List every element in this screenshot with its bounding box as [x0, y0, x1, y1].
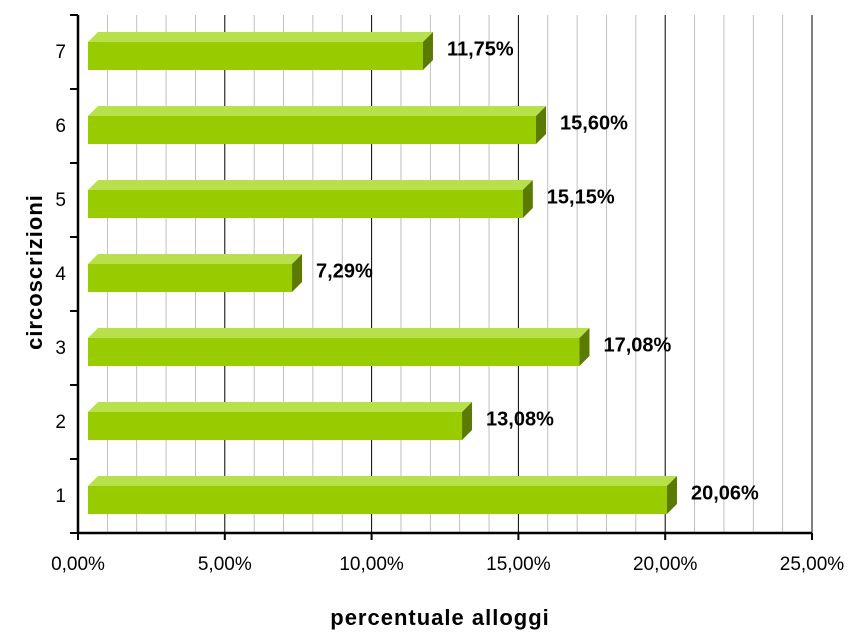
y-axis-title: circoscrizioni — [22, 194, 47, 350]
bar-top-face — [88, 180, 533, 190]
data-label: 20,06% — [691, 482, 759, 504]
bar-side-face — [422, 32, 433, 70]
x-axis-title: percentuale alloggi — [330, 605, 550, 630]
bar-front-face — [88, 116, 537, 144]
bar-top-face — [88, 106, 547, 116]
bar-3 — [88, 328, 590, 366]
y-tick-label: 4 — [55, 264, 66, 285]
data-label: 15,60% — [560, 112, 628, 134]
x-tick-label: 15,00% — [486, 554, 551, 575]
bar-5 — [88, 180, 533, 218]
bar-front-face — [88, 264, 293, 292]
y-tick-label: 7 — [55, 42, 66, 63]
bar-1 — [88, 476, 677, 514]
bar-top-face — [88, 476, 677, 486]
bar-side-face — [536, 106, 547, 144]
x-tick-label: 20,00% — [633, 554, 698, 575]
tick-labels: 1 2 3 4 5 6 7 0,00% 5,00% 10,00% 15,00% 20,00% 25,00… — [51, 42, 844, 575]
bar-side-face — [666, 476, 677, 514]
x-tick-label: 5,00% — [198, 554, 252, 575]
y-tick-label: 2 — [55, 412, 66, 433]
bar-side-face — [292, 254, 303, 292]
y-tick-label: 3 — [55, 338, 66, 359]
y-tick-label: 1 — [55, 486, 66, 507]
y-tick-label: 6 — [55, 116, 66, 137]
bar-4 — [88, 254, 303, 292]
bar-6 — [88, 106, 547, 144]
bar-2 — [88, 402, 473, 440]
data-label: 7,29% — [316, 260, 373, 282]
data-label: 17,08% — [603, 334, 671, 356]
bar-front-face — [88, 42, 423, 70]
bar-top-face — [88, 328, 590, 338]
bar-front-face — [88, 338, 580, 366]
x-tick-label: 0,00% — [51, 554, 105, 575]
bar-top-face — [88, 402, 473, 412]
data-labels: 20,06% 13,08% 17,08% 7,29% 15,15% 15,60% 11,75… — [316, 38, 759, 504]
bar-7 — [88, 32, 433, 70]
bar-side-face — [522, 180, 533, 218]
bar-front-face — [88, 486, 667, 514]
bar-front-face — [88, 190, 523, 218]
axes — [70, 14, 813, 540]
x-tick-label: 25,00% — [780, 554, 845, 575]
bar-top-face — [88, 32, 433, 42]
bar-front-face — [88, 412, 463, 440]
data-label: 11,75% — [447, 38, 514, 60]
bars — [88, 32, 677, 514]
y-tick-label: 5 — [55, 190, 66, 211]
data-label: 15,15% — [547, 186, 615, 208]
data-label: 13,08% — [486, 408, 554, 430]
bar-top-face — [88, 254, 303, 264]
x-tick-label: 10,00% — [339, 554, 404, 575]
bar-side-face — [579, 328, 590, 366]
bar-side-face — [462, 402, 473, 440]
grid-lines — [106, 15, 813, 533]
